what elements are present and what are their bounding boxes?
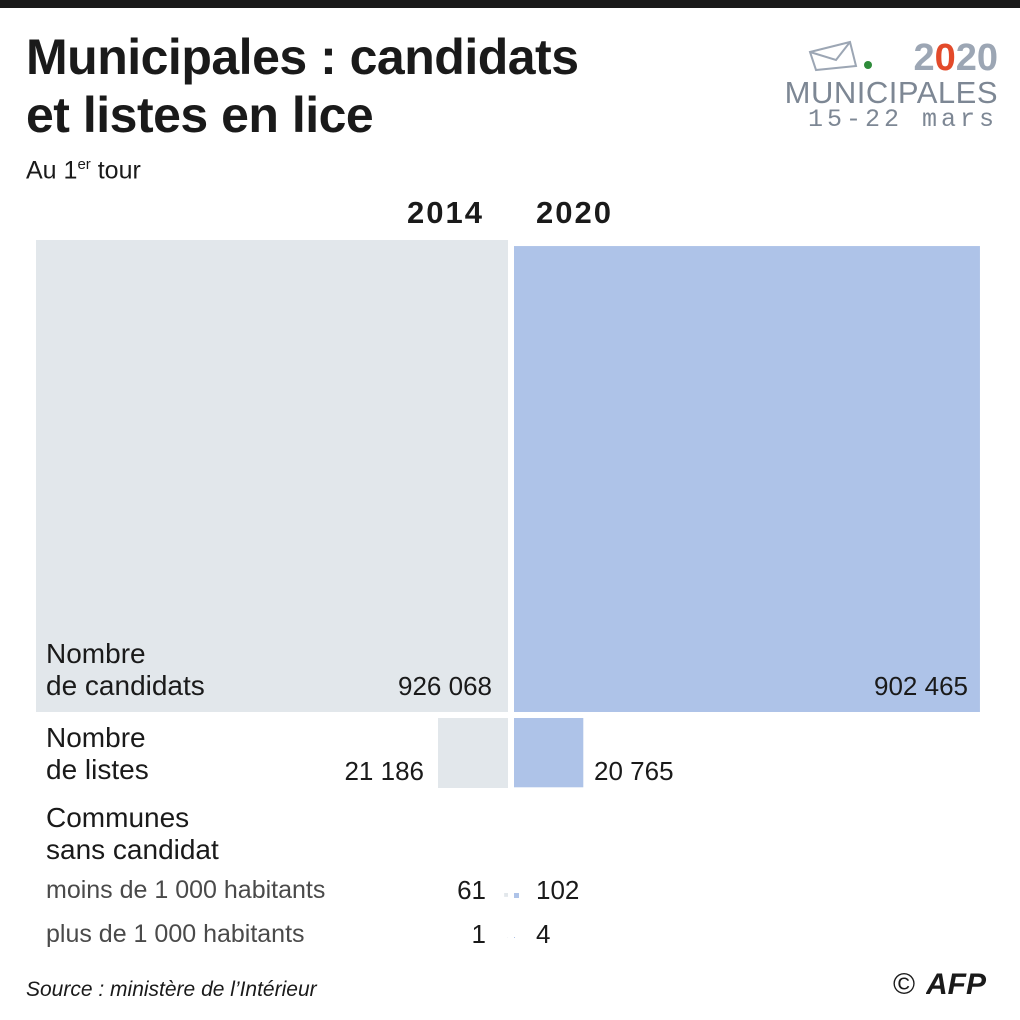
subtitle-superscript: er [77, 156, 91, 173]
logo-year-suffix: 20 [955, 37, 998, 79]
afp-logo-text: AFP [926, 968, 987, 998]
communes-small-value-2020: 102 [536, 875, 580, 905]
communes-large-square-2014 [507, 937, 508, 938]
candidates-square-2014 [36, 240, 508, 712]
candidates-label: Nombre de candidats [46, 638, 205, 702]
lists-value-2020: 20 765 [594, 756, 674, 786]
chart-title: Municipales : candidats et listes en lic… [26, 28, 579, 144]
communes-small-square-2020 [514, 893, 519, 898]
communes-small-value-2014: 61 [457, 875, 486, 905]
municipales-2020-logo: 2020 MUNICIPALES 15-22 mars [785, 38, 998, 138]
envelope-icon [808, 40, 872, 72]
title-line-1: Municipales : candidats [26, 29, 579, 85]
communes-large-value-2020: 4 [536, 919, 551, 949]
logo-year: 2020 [913, 38, 998, 78]
year-header-2020: 2020 [536, 195, 613, 230]
lists-label-line-1: Nombre [46, 722, 146, 753]
year-header-2014: 2014 [407, 195, 484, 230]
candidates-square-2020 [514, 246, 980, 712]
candidates-value-2014: 926 068 [398, 671, 492, 701]
communes-small-square-2014 [504, 893, 508, 897]
subtitle-prefix: Au 1 [26, 156, 78, 185]
copyright-symbol: © [893, 968, 916, 1001]
source-note: Source : ministère de l’Intérieur [26, 978, 317, 1001]
logo-dot [864, 61, 872, 69]
logo-year-accent-digit: 0 [934, 37, 956, 79]
lists-label: Nombre de listes [46, 722, 149, 786]
logo-year-digit: 2 [913, 37, 935, 79]
communes-label: Communes sans candidat [46, 802, 219, 866]
communes-large-value-2014: 1 [471, 919, 486, 949]
lists-value-2014: 21 186 [344, 756, 424, 786]
communes-label-line-2: sans candidat [46, 834, 219, 865]
candidates-label-line-2: de candidats [46, 670, 205, 701]
top-rule [0, 0, 1020, 8]
candidates-label-line-1: Nombre [46, 638, 146, 669]
lists-label-line-2: de listes [46, 754, 149, 785]
logo-dates: 15-22 mars [807, 105, 998, 134]
chart-subtitle: Au 1er tour [26, 156, 141, 185]
communes-row-label-small: moins de 1 000 habitants [46, 876, 326, 904]
communes-large-square-2020 [514, 937, 515, 938]
title-line-2: et listes en lice [26, 87, 374, 143]
lists-square-2020 [514, 718, 584, 788]
logo-word: MUNICIPALES [784, 75, 998, 110]
communes-row-label-large: plus de 1 000 habitants [46, 920, 305, 948]
candidates-value-2020: 902 465 [874, 671, 968, 701]
subtitle-suffix: tour [90, 156, 141, 185]
communes-label-line-1: Communes [46, 802, 190, 833]
afp-logo: AFP [926, 968, 987, 998]
lists-square-2014 [438, 718, 508, 788]
